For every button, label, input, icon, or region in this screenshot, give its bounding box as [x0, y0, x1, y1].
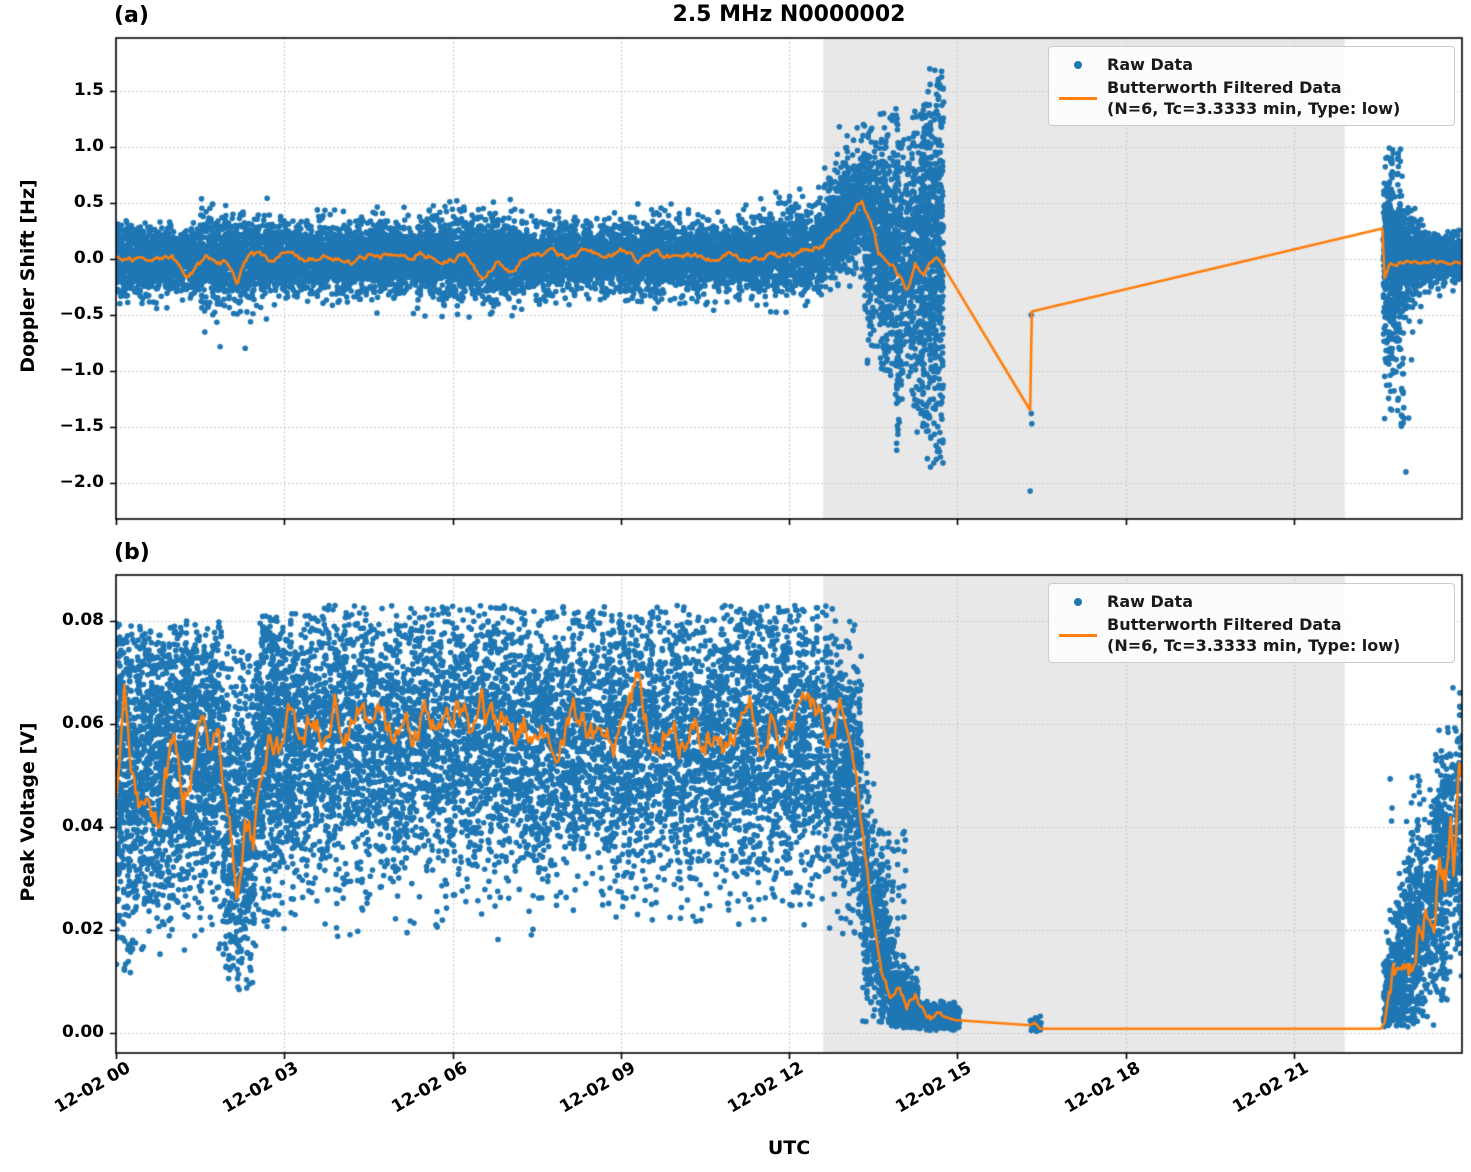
y-tick-label: 1.5 [73, 79, 104, 100]
y-tick-label: 0.04 [62, 815, 104, 836]
y-tick-label: 0.00 [62, 1021, 104, 1042]
filtered-line-marker-icon [1059, 633, 1097, 637]
y-tick-label: 0.08 [62, 609, 104, 630]
y-tick-label: −1.5 [59, 416, 104, 437]
raw-data-marker-icon [1074, 60, 1082, 69]
y-tick-label: 0.0 [73, 247, 104, 268]
panel-b-tag: (b) [114, 540, 150, 565]
legend-filtered-label: Butterworth Filtered Data [1107, 78, 1342, 97]
chart-title: 2.5 MHz N0000002 [672, 2, 906, 27]
legend-filtered-label: Butterworth Filtered Data [1107, 615, 1342, 634]
legend-filtered-sublabel: (N=6, Tc=3.3333 min, Type: low) [1107, 636, 1401, 655]
y-tick-label: −2.0 [59, 472, 104, 493]
y-tick-label: −1.0 [59, 360, 104, 380]
filtered-line-marker-icon [1059, 96, 1097, 100]
panel-a-tag: (a) [114, 3, 149, 28]
x-axis-label: UTC [767, 1137, 811, 1159]
legend-panel-a: Raw Data Butterworth Filtered Data (N=6,… [1048, 46, 1455, 126]
legend-raw-row: Raw Data [1049, 52, 1444, 77]
legend-filtered-sublabel: (N=6, Tc=3.3333 min, Type: low) [1107, 99, 1401, 118]
legend-panel-b: Raw Data Butterworth Filtered Data (N=6,… [1048, 583, 1455, 663]
legend-filtered-row: Butterworth Filtered Data (N=6, Tc=3.333… [1049, 77, 1444, 119]
panel-a-ylabel: Doppler Shift [Hz] [17, 179, 39, 373]
y-tick-label: 0.5 [73, 191, 104, 212]
legend-raw-row: Raw Data [1049, 589, 1444, 614]
y-tick-label: 0.02 [62, 918, 104, 939]
legend-raw-label: Raw Data [1107, 55, 1193, 74]
y-tick-label: −0.5 [59, 303, 104, 324]
panel-b-ylabel: Peak Voltage [V] [17, 722, 39, 902]
y-tick-label: 1.0 [73, 135, 104, 156]
y-tick-label: 0.06 [62, 712, 104, 733]
legend-raw-label: Raw Data [1107, 592, 1193, 611]
raw-data-marker-icon [1074, 597, 1082, 606]
legend-filtered-row: Butterworth Filtered Data (N=6, Tc=3.333… [1049, 614, 1444, 656]
